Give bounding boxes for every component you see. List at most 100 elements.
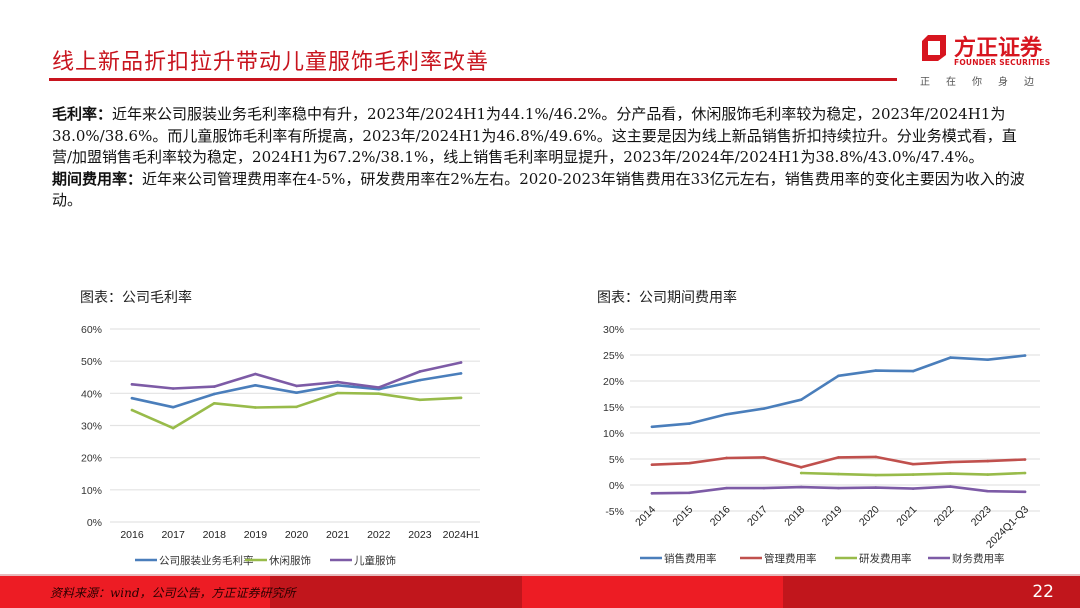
x-tick-label: 2021 bbox=[326, 529, 350, 541]
data-point bbox=[1023, 490, 1027, 494]
x-tick-label: 2016 bbox=[708, 504, 733, 529]
legend-label: 公司服装业务毛利率 bbox=[159, 554, 254, 567]
data-point bbox=[688, 491, 691, 495]
paragraph-gross-margin: 毛利率：近年来公司服装业务毛利率稳中有升，2023年/2024H1为44.1%/… bbox=[52, 104, 1032, 169]
x-tick-label: 2020 bbox=[857, 504, 882, 529]
data-point bbox=[254, 406, 257, 409]
y-tick-label: 5% bbox=[609, 454, 624, 466]
paragraph-text: 近年来公司管理费用率在4-5%，研发费用率在2%左右。2020-2023年销售费… bbox=[52, 169, 1025, 210]
data-point bbox=[799, 466, 803, 469]
data-point bbox=[688, 461, 691, 465]
data-point bbox=[725, 412, 728, 416]
paragraph-label: 期间费用率： bbox=[52, 169, 143, 188]
data-point bbox=[725, 456, 728, 460]
x-tick-label: 2017 bbox=[745, 504, 770, 529]
y-tick-label: -5% bbox=[605, 506, 624, 518]
data-point bbox=[874, 369, 878, 372]
data-point bbox=[799, 471, 803, 475]
data-point bbox=[336, 380, 339, 384]
x-tick-label: 2023 bbox=[969, 504, 994, 529]
data-point bbox=[1023, 458, 1027, 461]
body-text: 毛利率：近年来公司服装业务毛利率稳中有升，2023年/2024H1为44.1%/… bbox=[52, 104, 1032, 212]
logo-name-cn: 方正证券 bbox=[954, 36, 1043, 61]
data-point bbox=[986, 459, 989, 463]
x-tick-label: 2024H1 bbox=[443, 529, 480, 541]
data-point bbox=[911, 369, 915, 373]
logo-name-en: FOUNDER SECURITIES bbox=[954, 58, 1051, 67]
paragraph-expense-ratio: 期间费用率：近年来公司管理费用率在4-5%，研发费用率在2%左右。2020-20… bbox=[52, 169, 1032, 212]
charts-canvas: 0% 10% 20% 30% 40% 50% 60% 2016 2017 2018 2019 2020… bbox=[81, 324, 1040, 567]
data-point bbox=[949, 485, 952, 488]
data-point bbox=[295, 384, 298, 388]
y-tick-label: 50% bbox=[81, 356, 102, 368]
y-tick-label: 15% bbox=[603, 402, 624, 414]
slogan-char: 你 bbox=[972, 77, 982, 88]
data-point bbox=[874, 473, 878, 477]
y-tick-label: 40% bbox=[81, 388, 102, 400]
x-tick-label: 2017 bbox=[161, 529, 185, 541]
data-point bbox=[949, 356, 952, 359]
data-point bbox=[688, 422, 691, 425]
data-point bbox=[837, 456, 840, 459]
data-point bbox=[254, 372, 257, 376]
y-tick-label: 25% bbox=[603, 350, 624, 362]
data-point bbox=[130, 408, 134, 412]
y-tick-label: 10% bbox=[81, 485, 102, 497]
data-point bbox=[762, 486, 766, 490]
data-point bbox=[949, 460, 952, 464]
legend-label: 休闲服饰 bbox=[269, 554, 311, 567]
x-tick-label: 2022 bbox=[932, 504, 957, 529]
data-point bbox=[650, 463, 654, 467]
data-point bbox=[295, 405, 298, 409]
founder-logo-icon bbox=[922, 35, 946, 61]
series-line-2 bbox=[130, 391, 463, 430]
slogan-char: 在 bbox=[946, 77, 956, 88]
footer-band bbox=[783, 576, 1080, 608]
legend-label: 财务费用率 bbox=[952, 552, 1005, 565]
data-point bbox=[459, 396, 463, 400]
slogan-char: 正 bbox=[920, 77, 930, 88]
footer-divider bbox=[0, 574, 1080, 576]
paragraph-label: 毛利率： bbox=[52, 105, 113, 123]
series-line-1 bbox=[130, 372, 463, 409]
data-point bbox=[295, 391, 298, 394]
data-point bbox=[459, 372, 463, 375]
legend-label: 研发费用率 bbox=[859, 552, 912, 565]
slide-title: 线上新品折扣拉升带动儿童服饰毛利率改善 bbox=[52, 50, 490, 75]
footer-band bbox=[270, 576, 522, 608]
slogan-char: 边 bbox=[1024, 77, 1034, 88]
data-point bbox=[799, 485, 803, 489]
data-point bbox=[986, 489, 989, 493]
legend-label: 管理费用率 bbox=[764, 552, 817, 565]
x-tick-label: 2018 bbox=[203, 529, 227, 541]
data-point bbox=[837, 486, 840, 490]
data-point bbox=[377, 392, 381, 395]
data-point bbox=[336, 383, 339, 387]
logo-slogan: 正在你身边 bbox=[920, 73, 1070, 88]
data-point bbox=[1023, 354, 1027, 357]
series-line-1 bbox=[650, 354, 1027, 429]
y-tick-label: 10% bbox=[603, 428, 624, 440]
title-divider bbox=[49, 78, 897, 81]
data-point bbox=[1023, 471, 1027, 475]
data-point bbox=[418, 378, 422, 382]
x-tick-label: 2019 bbox=[244, 529, 268, 541]
x-tick-label: 2021 bbox=[894, 504, 919, 529]
source-note: 资料来源：wind，公司公告，方正证券研究所 bbox=[50, 586, 296, 600]
data-point bbox=[459, 361, 463, 364]
data-point bbox=[650, 492, 654, 495]
data-point bbox=[418, 370, 422, 373]
data-point bbox=[171, 426, 175, 430]
data-point bbox=[874, 486, 878, 489]
y-tick-label: 20% bbox=[81, 453, 102, 465]
chart-title-expense-ratio: 图表：公司期间费用率 bbox=[597, 290, 737, 306]
data-point bbox=[336, 391, 339, 395]
data-point bbox=[986, 358, 989, 361]
data-point bbox=[949, 472, 952, 475]
data-point bbox=[130, 383, 134, 386]
legend-label: 销售费用率 bbox=[664, 552, 717, 565]
x-tick-label: 2018 bbox=[782, 504, 807, 529]
y-tick-label: 60% bbox=[81, 324, 102, 336]
x-tick-label: 2023 bbox=[408, 529, 432, 541]
data-point bbox=[171, 405, 175, 409]
